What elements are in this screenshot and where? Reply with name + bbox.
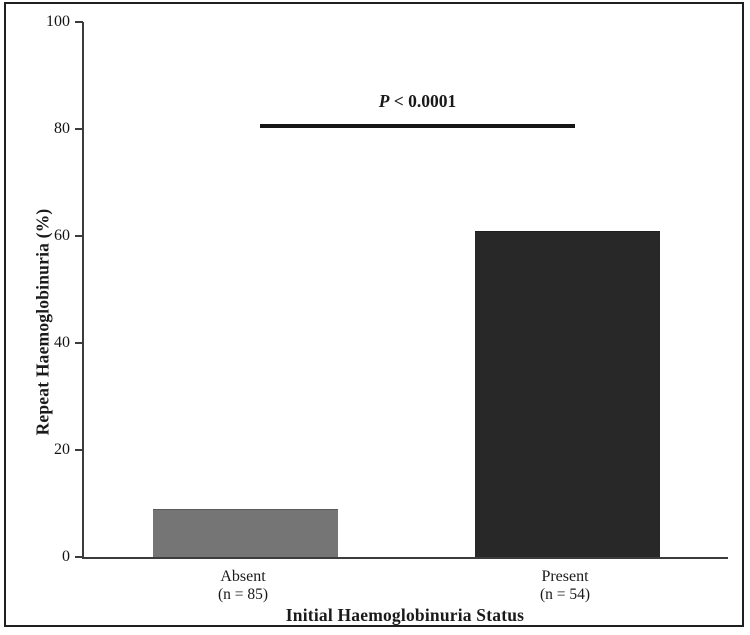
x-category-n-count: (n = 85) (217, 586, 269, 603)
y-axis-tick-80 (75, 128, 83, 130)
y-axis-tick-100 (75, 21, 83, 23)
x-category-label-absent: Absent (n = 85) (151, 568, 335, 604)
plot-area: P < 0.0001 0 20 40 60 80 100 (46, 13, 728, 565)
y-axis-tick-40 (75, 342, 83, 344)
y-axis-tick-label-60: 60 (54, 227, 70, 244)
y-axis-tick-20 (75, 449, 83, 451)
y-axis-tick-60 (75, 235, 83, 237)
x-axis-title: Initial Haemoglobinuria Status (285, 605, 525, 625)
bar-present (474, 230, 660, 557)
x-category-name: Present (541, 568, 589, 585)
y-axis-tick-label-40: 40 (54, 334, 70, 351)
y-axis-tick-label-100: 100 (46, 13, 70, 30)
p-value-italic-p: P (378, 90, 390, 111)
p-value-annotation: P < 0.0001 (308, 91, 528, 112)
y-axis-tick-label-20: 20 (54, 441, 70, 458)
y-axis-tick-label-0: 0 (62, 548, 70, 565)
bar-absent (152, 508, 338, 557)
y-axis-tick-label-80: 80 (54, 120, 70, 137)
x-category-label-present: Present (n = 54) (473, 568, 657, 604)
x-category-name: Absent (220, 568, 266, 585)
x-category-n-count: (n = 54) (539, 586, 591, 603)
significance-line (260, 123, 575, 128)
p-value-text: < 0.0001 (389, 90, 457, 111)
y-axis-tick-0 (75, 556, 83, 558)
